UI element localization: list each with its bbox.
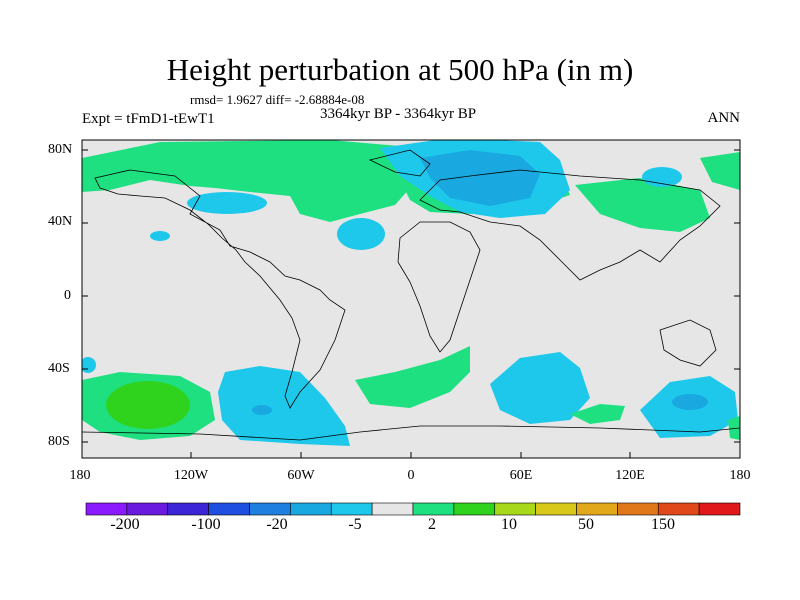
lon-label-60w: 60W [287,468,315,483]
colorbar-label-m100: -100 [191,516,221,533]
coast-antarctica [82,425,740,441]
field-strong-negative-europe [420,150,540,206]
colorbar-swatch [126,502,169,516]
map-field [82,140,740,458]
field-positive-south-atlantic [355,346,470,408]
colorbar-swatch [371,502,414,516]
colorbar-label-2: 2 [428,516,436,533]
lon-label-60e: 60E [509,468,533,483]
colorbar-label-m20: -20 [266,516,288,533]
lon-label-120w: 120W [173,468,209,483]
coast-americas [94,169,346,409]
field-strong-negative-drake [252,405,272,415]
experiment-label: Expt = tFmD1-tEwT1 [82,111,215,127]
colorbar-swatch [535,502,577,516]
field-strong-negative-tasman [672,394,708,410]
colorbar-swatch [494,502,536,516]
lon-label-180w: 180 [69,468,91,483]
lat-label-40n: 40N [48,214,73,229]
colorbar-label-150: 150 [651,516,675,533]
colorbar-swatch [412,502,455,516]
colorbar-label-m5: -5 [348,516,362,533]
lat-label-80n: 80N [48,142,73,157]
lat-label-0: 0 [64,288,71,303]
field-positive-north-america [82,140,420,222]
coast-australia [659,319,717,367]
colorbar-swatch [453,502,496,516]
colorbar-swatch [290,502,332,516]
chart-title: Height perturbation at 500 hPa (in m) [166,52,634,87]
colorbar-swatch [249,502,291,516]
field-positive-indian-south [570,404,625,424]
colorbar-swatch [85,502,128,516]
field-negative-atlantic [337,218,385,250]
field-positive-edge-south [728,416,740,440]
colorbar-label-50: 50 [578,516,594,533]
coast-eurasia [419,169,721,281]
field-positive-east-asia [575,178,710,232]
colorbar-swatch [167,502,209,516]
lon-label-180e: 180 [729,468,751,483]
coastlines [82,149,740,441]
colorbar-swatch [208,502,250,516]
lon-label-120e: 120E [615,468,645,483]
axis-ticks [82,149,740,458]
field-strong-positive-south-pacific [106,381,190,429]
field-negative-pacific-small [150,231,170,241]
field-negative-canada [187,192,267,214]
field-positive-pacific-north [700,152,740,190]
lat-label-80s: 80S [48,434,70,449]
field-negative-south-america [218,366,350,446]
colorbar-label-m200: -200 [110,516,140,533]
colorbar-swatch [576,502,618,516]
period-label: 3364kyr BP - 3364kyr BP [320,106,477,122]
season-label: ANN [707,110,741,126]
lon-label-0: 0 [407,468,415,483]
colorbar [85,502,741,516]
colorbar-swatch [698,502,741,516]
colorbar-label-10: 10 [501,516,517,533]
lat-label-40s: 40S [48,361,70,376]
colorbar-swatch [617,502,659,516]
field-negative-indian-ocean [490,352,590,424]
stats-line: rmsd= 1.9627 diff= -2.68884e-08 [190,92,365,107]
coast-greenland [368,149,431,177]
colorbar-swatch [657,502,700,516]
coast-africa [397,221,481,353]
colorbar-swatch [330,502,373,516]
